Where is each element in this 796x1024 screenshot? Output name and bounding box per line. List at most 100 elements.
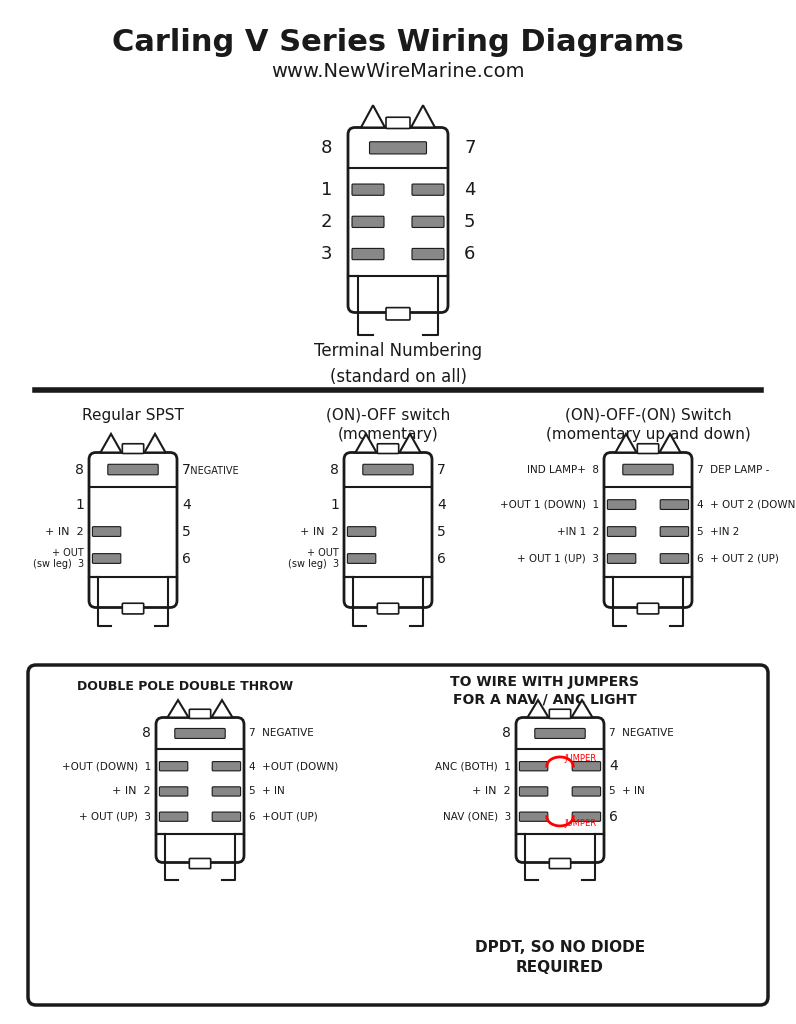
Text: Carling V Series Wiring Diagrams: Carling V Series Wiring Diagrams <box>112 28 684 57</box>
Text: 4: 4 <box>609 759 618 773</box>
FancyBboxPatch shape <box>89 453 177 607</box>
Text: 4: 4 <box>437 498 446 512</box>
FancyBboxPatch shape <box>660 526 689 537</box>
FancyBboxPatch shape <box>572 812 601 821</box>
FancyBboxPatch shape <box>123 603 144 614</box>
Text: TO WIRE WITH JUMPERS
FOR A NAV / ANC LIGHT: TO WIRE WITH JUMPERS FOR A NAV / ANC LIG… <box>451 675 639 707</box>
FancyBboxPatch shape <box>28 665 768 1005</box>
FancyBboxPatch shape <box>213 786 240 796</box>
FancyBboxPatch shape <box>607 554 636 563</box>
FancyBboxPatch shape <box>347 526 376 537</box>
Text: DPDT, SO NO DIODE
REQUIRED: DPDT, SO NO DIODE REQUIRED <box>475 940 645 975</box>
FancyBboxPatch shape <box>348 128 448 312</box>
Text: JUMPER: JUMPER <box>564 755 596 764</box>
Text: IND LAMP+  8: IND LAMP+ 8 <box>527 465 599 474</box>
Text: + OUT (UP)  3: + OUT (UP) 3 <box>79 812 151 821</box>
Text: 8: 8 <box>321 139 332 157</box>
Polygon shape <box>400 434 420 453</box>
Text: + OUT 1 (UP)  3: + OUT 1 (UP) 3 <box>517 554 599 563</box>
Text: 3: 3 <box>321 245 332 263</box>
Text: 8: 8 <box>75 463 84 476</box>
Text: +OUT (DOWN)  1: +OUT (DOWN) 1 <box>62 761 151 771</box>
FancyBboxPatch shape <box>549 710 571 719</box>
FancyBboxPatch shape <box>520 812 548 821</box>
Text: 1: 1 <box>75 498 84 512</box>
FancyBboxPatch shape <box>92 554 121 563</box>
Text: 7: 7 <box>437 463 446 476</box>
FancyBboxPatch shape <box>412 249 444 260</box>
FancyBboxPatch shape <box>622 464 673 475</box>
FancyBboxPatch shape <box>386 307 410 319</box>
Text: JUMPER: JUMPER <box>564 819 596 828</box>
FancyBboxPatch shape <box>107 464 158 475</box>
Text: (ON)-OFF switch
(momentary): (ON)-OFF switch (momentary) <box>326 408 450 441</box>
Text: 1: 1 <box>330 498 339 512</box>
FancyBboxPatch shape <box>638 603 658 614</box>
FancyBboxPatch shape <box>123 443 144 454</box>
FancyBboxPatch shape <box>412 216 444 227</box>
Text: + IN  2: + IN 2 <box>300 526 339 537</box>
Text: 5: 5 <box>437 524 446 539</box>
Text: DOUBLE POLE DOUBLE THROW: DOUBLE POLE DOUBLE THROW <box>77 680 293 693</box>
Text: 6  +OUT (UP): 6 +OUT (UP) <box>249 812 318 821</box>
Polygon shape <box>356 434 377 453</box>
FancyBboxPatch shape <box>213 812 240 821</box>
FancyBboxPatch shape <box>159 812 188 821</box>
FancyBboxPatch shape <box>363 464 413 475</box>
Text: + OUT
(sw leg)  3: + OUT (sw leg) 3 <box>288 548 339 569</box>
Text: +OUT 1 (DOWN)  1: +OUT 1 (DOWN) 1 <box>500 500 599 510</box>
Polygon shape <box>411 105 435 128</box>
Text: 8: 8 <box>502 726 511 740</box>
Polygon shape <box>212 700 232 718</box>
Text: 5: 5 <box>464 213 475 230</box>
Text: 4  + OUT 2 (DOWN): 4 + OUT 2 (DOWN) <box>697 500 796 510</box>
Text: Terminal Numbering
(standard on all): Terminal Numbering (standard on all) <box>314 342 482 385</box>
Text: 6  + OUT 2 (UP): 6 + OUT 2 (UP) <box>697 554 778 563</box>
FancyBboxPatch shape <box>156 718 244 862</box>
FancyBboxPatch shape <box>344 453 432 607</box>
Polygon shape <box>100 434 122 453</box>
Text: 4: 4 <box>182 498 191 512</box>
Text: +IN 1  2: +IN 1 2 <box>556 526 599 537</box>
Text: + IN  2: + IN 2 <box>472 786 511 797</box>
Text: 4: 4 <box>464 180 475 199</box>
FancyBboxPatch shape <box>92 526 121 537</box>
Text: www.NewWireMarine.com: www.NewWireMarine.com <box>271 62 525 81</box>
FancyBboxPatch shape <box>369 141 427 154</box>
Text: NAV (ONE)  3: NAV (ONE) 3 <box>443 812 511 821</box>
FancyBboxPatch shape <box>189 710 211 719</box>
FancyBboxPatch shape <box>159 786 188 796</box>
Text: 7  NEGATIVE: 7 NEGATIVE <box>249 728 314 738</box>
Polygon shape <box>572 700 592 718</box>
FancyBboxPatch shape <box>607 500 636 510</box>
Text: 1: 1 <box>321 180 332 199</box>
Text: 5: 5 <box>182 524 191 539</box>
Text: 5  + IN: 5 + IN <box>249 786 285 797</box>
FancyBboxPatch shape <box>159 762 188 771</box>
FancyBboxPatch shape <box>175 728 225 738</box>
FancyBboxPatch shape <box>213 762 240 771</box>
FancyBboxPatch shape <box>386 118 410 128</box>
Text: 5  + IN: 5 + IN <box>609 786 645 797</box>
Polygon shape <box>659 434 681 453</box>
FancyBboxPatch shape <box>607 526 636 537</box>
Polygon shape <box>167 700 189 718</box>
Text: + IN  2: + IN 2 <box>112 786 151 797</box>
Text: 2: 2 <box>321 213 332 230</box>
FancyBboxPatch shape <box>572 786 601 796</box>
Text: 6: 6 <box>182 552 191 565</box>
FancyBboxPatch shape <box>660 554 689 563</box>
Text: 7: 7 <box>464 139 475 157</box>
FancyBboxPatch shape <box>352 249 384 260</box>
FancyBboxPatch shape <box>535 728 585 738</box>
Polygon shape <box>361 105 385 128</box>
Polygon shape <box>615 434 637 453</box>
Text: + IN  2: + IN 2 <box>45 526 84 537</box>
Text: 8: 8 <box>330 463 339 476</box>
Text: ANC (BOTH)  1: ANC (BOTH) 1 <box>435 761 511 771</box>
FancyBboxPatch shape <box>572 762 601 771</box>
FancyBboxPatch shape <box>347 554 376 563</box>
Text: 4  +OUT (DOWN): 4 +OUT (DOWN) <box>249 761 338 771</box>
Polygon shape <box>528 700 548 718</box>
FancyBboxPatch shape <box>352 216 384 227</box>
